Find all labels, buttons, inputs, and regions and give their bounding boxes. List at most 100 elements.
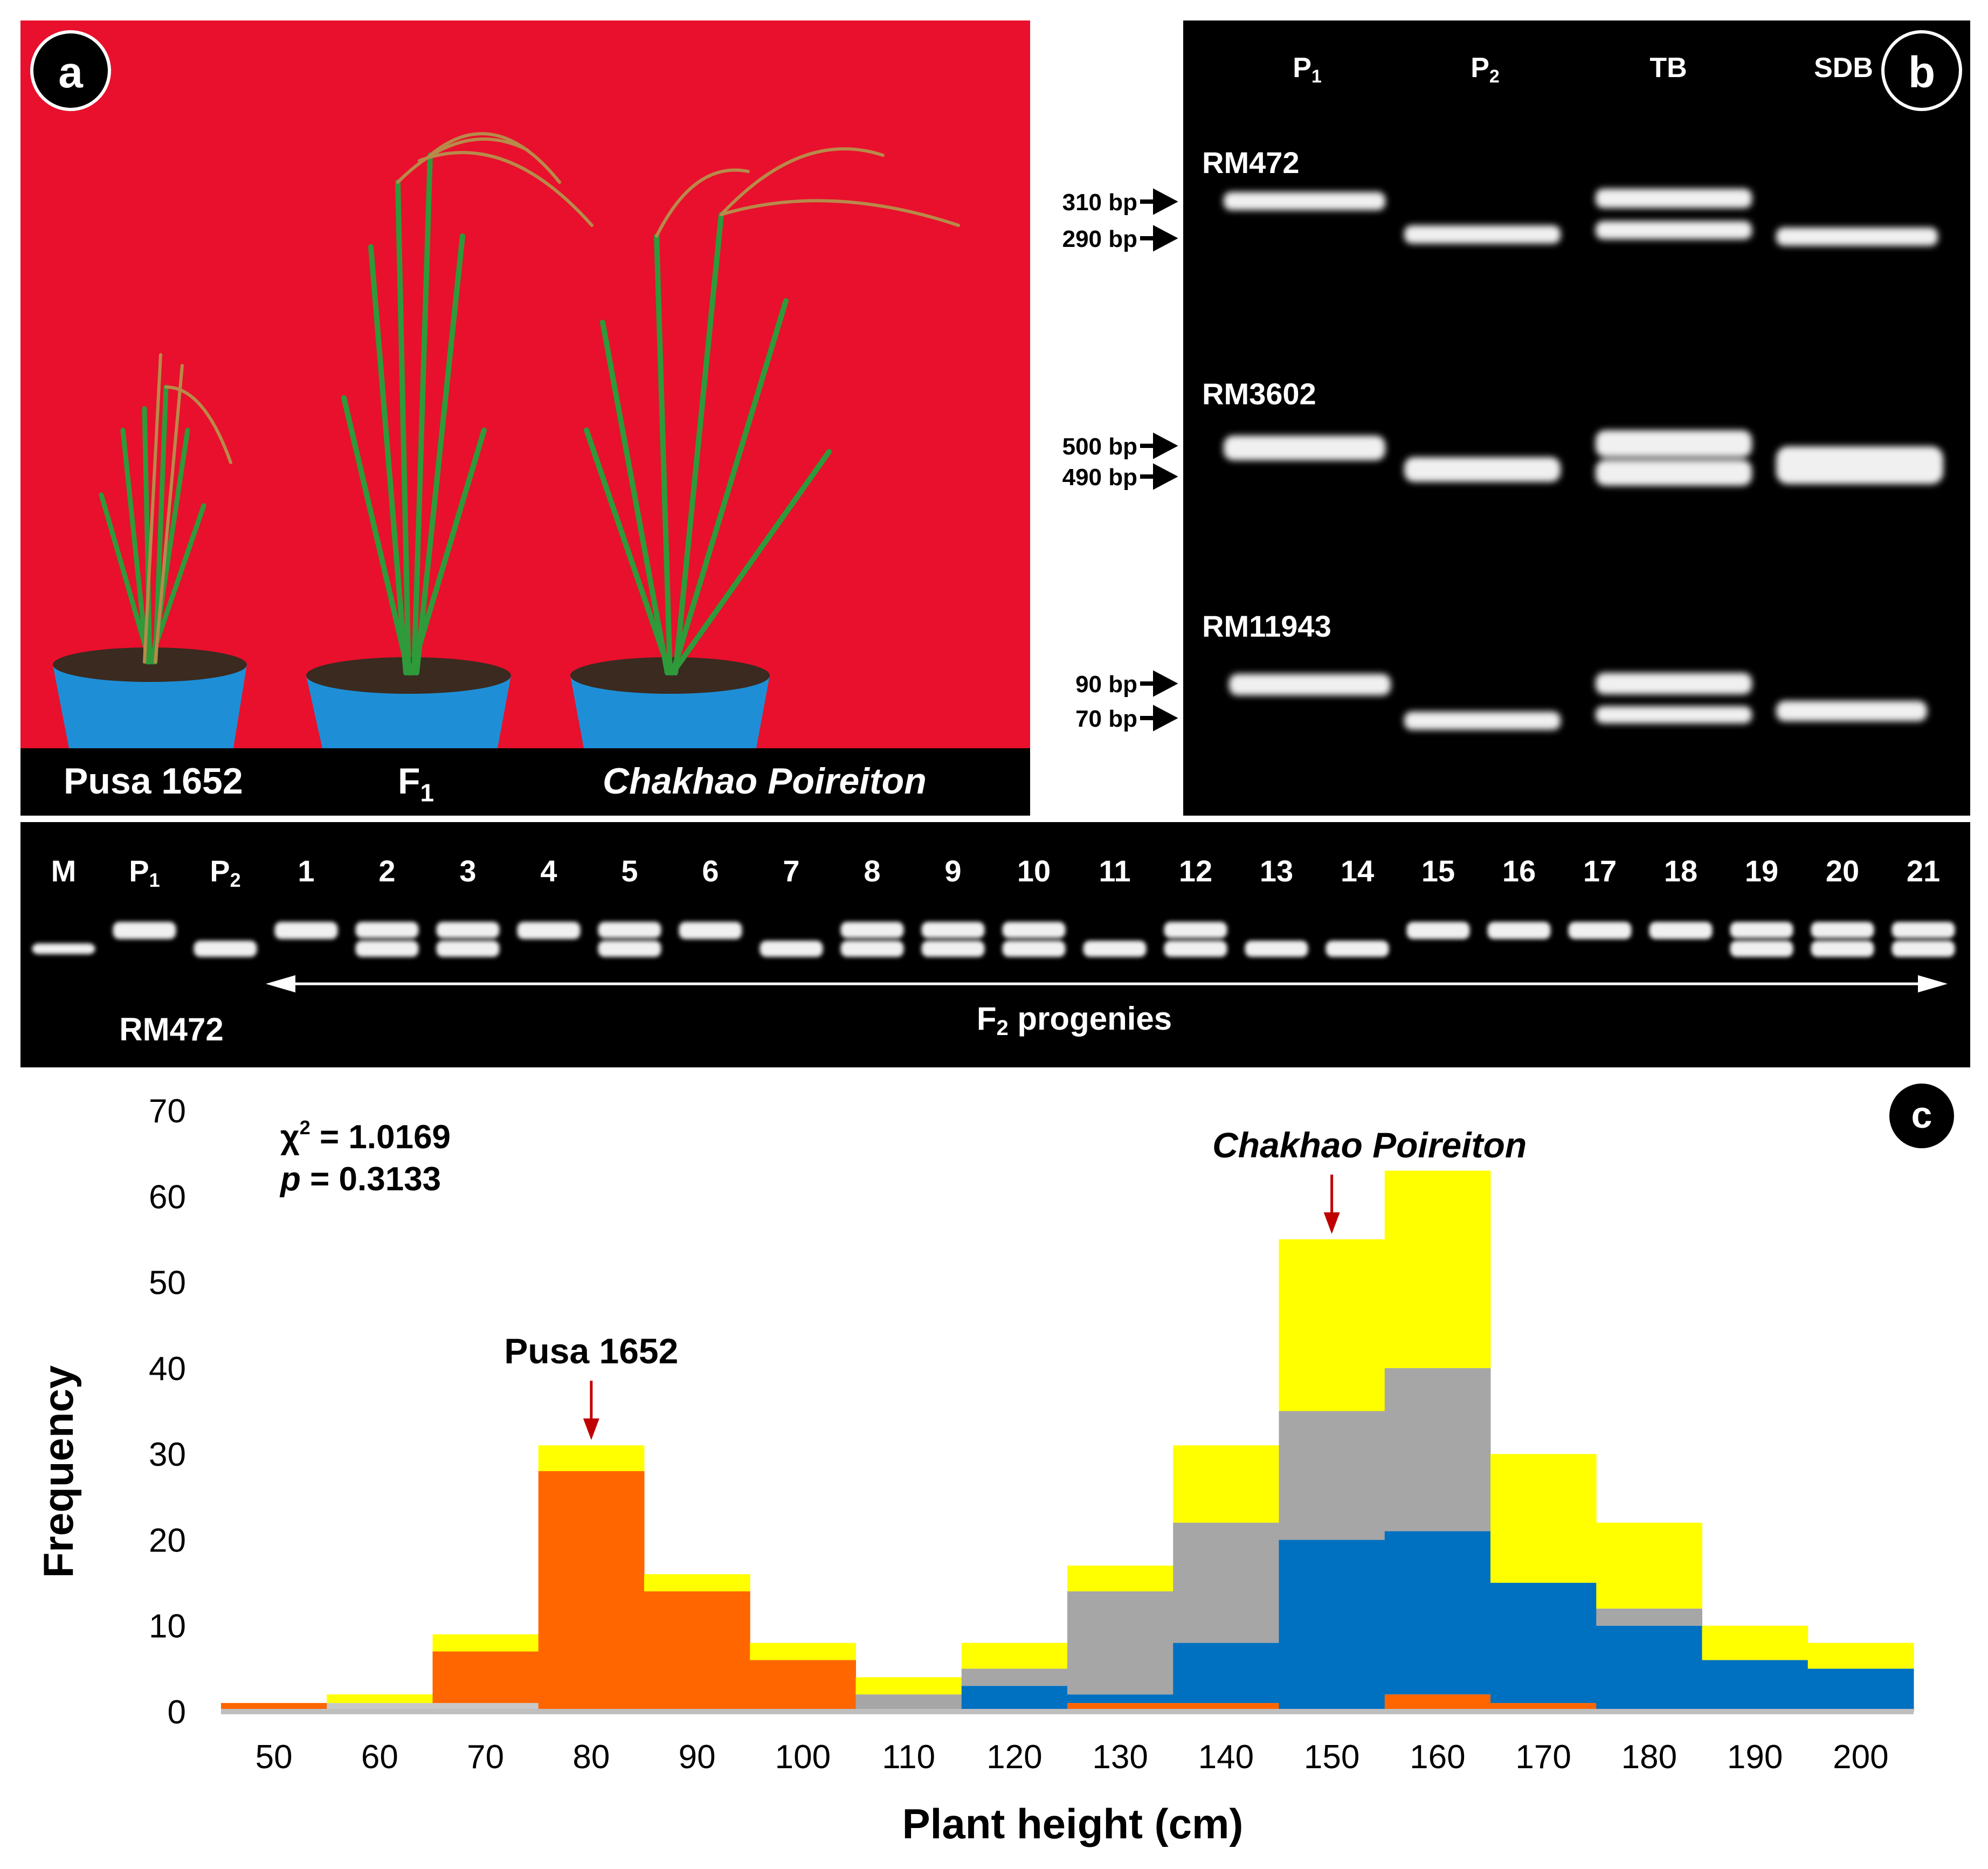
x-tick-label: 80 <box>572 1739 610 1776</box>
gel-lane-labels: M P1 P2 1 2 3 4 5 6 7 8 9 10 11 12 13 14 15 16 17 18 19 20 21 <box>51 854 1940 891</box>
bar-segment-yellow <box>1067 1565 1174 1591</box>
x-axis-title: Plant height (cm) <box>902 1800 1244 1847</box>
bar-segment-grey <box>1596 1608 1702 1626</box>
gel-band-upper <box>1649 922 1713 939</box>
bar-segment-grey <box>1173 1522 1279 1643</box>
y-tick-label: 70 <box>149 1093 186 1130</box>
gel-band-lower <box>760 941 823 957</box>
y-tick-label: 60 <box>149 1178 186 1216</box>
gel-lane-label-main: 3 <box>459 854 476 888</box>
gel-band-lower <box>598 941 661 957</box>
gel-band-lower <box>921 941 985 957</box>
bp-290-text: 290 bp <box>1062 226 1137 252</box>
bar-segment-grey <box>1384 1368 1491 1532</box>
height-histogram: 0 10 20 30 40 50 60 70 50 60 70 80 90 100 110 120 130 14… <box>0 1073 1988 1866</box>
gel-lane-label-main: P <box>129 854 149 888</box>
gel-lane-label: 21 <box>1907 854 1940 888</box>
gel-lane-label: 7 <box>783 854 799 888</box>
label-f1-sub: 1 <box>420 778 434 807</box>
bp-70-text: 70 bp <box>1075 706 1137 732</box>
gel-lane-label-main: 6 <box>702 854 719 888</box>
gel-lane-label-main: 15 <box>1421 854 1455 888</box>
gel-lane-label-main: 10 <box>1017 854 1051 888</box>
gel-band-upper <box>1730 922 1793 938</box>
panel-b-gel: P1 P2 TB SDB RM472 RM3602 RM11943 <box>1183 20 1970 816</box>
lane-header-tb: TB <box>1649 52 1687 84</box>
gel-b-svg: P1 P2 TB SDB RM472 RM3602 RM11943 <box>1202 52 1943 730</box>
annotation-label: Pusa 1652 <box>504 1331 678 1371</box>
gel-band-upper <box>1568 922 1632 939</box>
gel-lane-label: 8 <box>864 854 880 888</box>
gel-band-lower <box>1326 941 1389 957</box>
gel-lane-label-main: 4 <box>540 854 557 888</box>
band-rm11943-p1 <box>1229 674 1391 695</box>
gel-lane-label-main: 11 <box>1099 854 1130 888</box>
gel-lane-label: M <box>51 854 77 888</box>
bp-label-70: 70 bp <box>1075 705 1178 732</box>
bp-290-arrow <box>1140 225 1178 252</box>
bands-rm11943 <box>1229 673 1927 730</box>
bar-segment-yellow <box>1596 1522 1702 1609</box>
panel-b-badge: b <box>1881 30 1962 111</box>
bp-500-arrow <box>1140 432 1178 459</box>
x-tick-label: 70 <box>467 1739 504 1776</box>
bar-segment-orange <box>1384 1694 1491 1712</box>
gel-band-upper <box>1164 922 1227 938</box>
pot-pusa <box>53 647 247 748</box>
x-tick-label: 110 <box>882 1739 935 1776</box>
bar-segment-blue <box>1702 1660 1808 1712</box>
band-rm472-p2 <box>1404 225 1561 244</box>
gel-lane-label-main: 1 <box>298 854 314 888</box>
gel-band-upper <box>355 922 419 938</box>
gel-band-upper <box>1406 922 1470 939</box>
bar-segment-yellow <box>855 1677 962 1695</box>
f2-gel-svg: M P1 P2 1 2 3 4 5 6 7 8 9 10 11 12 13 14 15 16 17 18 19 20 21 R… <box>32 854 1955 1047</box>
gel-lane-label-main: 7 <box>783 854 799 888</box>
y-tick-label: 20 <box>149 1522 186 1559</box>
gel-lane-label: 15 <box>1421 854 1455 888</box>
bp-310-text: 310 bp <box>1062 189 1137 216</box>
gel-band-upper <box>274 922 338 939</box>
x-tick-label: 120 <box>986 1739 1042 1776</box>
band-rm11943-p2 <box>1404 712 1561 730</box>
marker-rm472: RM472 <box>1202 146 1300 180</box>
gel-lane-label: 20 <box>1826 854 1859 888</box>
label-chakhao-poireiton: Chakhao Poireiton <box>603 761 927 802</box>
gel-lane-label: 3 <box>459 854 476 888</box>
bar-segment-blue <box>1279 1540 1385 1712</box>
annotation-label: Chakhao Poireiton <box>1212 1125 1527 1165</box>
band-rm3602-tb-upper <box>1596 430 1752 457</box>
gel-lane-label: P2 <box>210 854 240 891</box>
bar-segment-grey <box>1067 1591 1174 1695</box>
gel-band-lower <box>436 941 500 957</box>
band-rm3602-p1 <box>1224 436 1385 460</box>
gel-lane-label-main: 13 <box>1260 854 1293 888</box>
gel-band-upper <box>840 922 904 938</box>
gel-lane-label: 18 <box>1664 854 1697 888</box>
plant-chakhao-poireiton <box>584 147 960 675</box>
gel-lane-label: 19 <box>1745 854 1778 888</box>
bp-label-290: 290 bp <box>1062 225 1178 252</box>
y-tick-label: 40 <box>149 1350 186 1388</box>
bar-segment-orange <box>644 1591 750 1712</box>
gel-band-upper <box>436 922 500 938</box>
chi-square-stat: χ2 = 1.0169 <box>280 1116 451 1156</box>
x-tick-label: 90 <box>679 1739 716 1776</box>
gel-band-upper <box>1811 922 1874 938</box>
gel-lane-label-main: 18 <box>1664 854 1697 888</box>
bar-segment-orange <box>432 1651 539 1704</box>
bar-segment-yellow <box>961 1643 1068 1669</box>
chart-annotations: Pusa 1652 Chakhao Poireiton <box>504 1125 1527 1440</box>
bar-segment-yellow <box>1490 1454 1597 1583</box>
gel-lane-label-sub: 1 <box>149 869 160 891</box>
gel-band-lower <box>1083 941 1147 957</box>
gel-marker-label: RM472 <box>119 1011 223 1047</box>
gel-lane-label: 11 <box>1099 854 1130 888</box>
bar-segment-blue <box>1067 1694 1174 1704</box>
p-value-stat: p = 0.3133 <box>279 1161 441 1198</box>
gel-band-upper <box>679 922 742 939</box>
gel-band-lower <box>355 941 419 957</box>
band-rm11943-sdb <box>1776 701 1927 721</box>
bp-labels: 310 bp 290 bp 500 bp 490 bp 90 bp 70 bp <box>1062 188 1178 732</box>
bp-310-arrow <box>1140 188 1178 215</box>
